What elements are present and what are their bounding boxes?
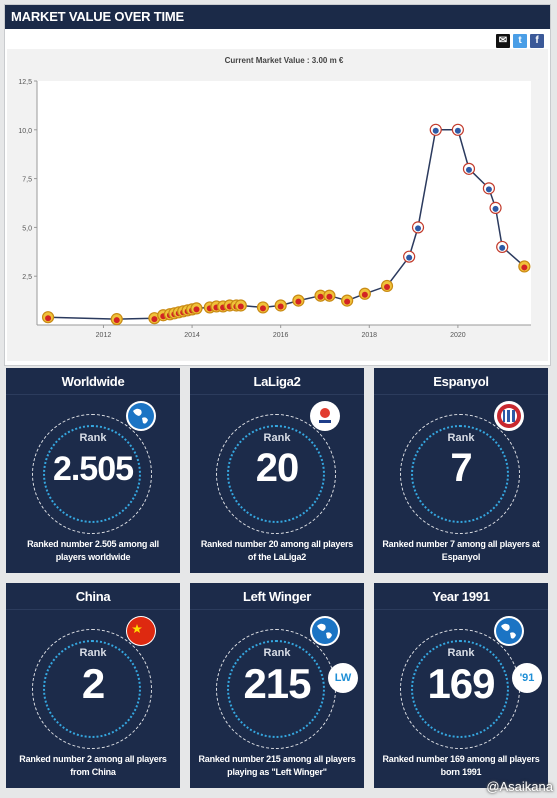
- data-point-center: [45, 315, 52, 322]
- mail-share-icon[interactable]: ✉: [496, 34, 510, 48]
- card-title: Worldwide: [61, 374, 125, 389]
- ring-inner: [227, 640, 325, 738]
- data-point-center: [415, 225, 422, 232]
- data-point-center: [344, 298, 351, 305]
- data-point-center: [259, 305, 266, 312]
- chart-svg: Current Market Value : 3.00 m € 2,5 5,0 7,5…: [18, 56, 531, 339]
- year-badge: '91: [512, 663, 542, 693]
- data-point-center: [485, 186, 492, 193]
- rank-description: Ranked number 20 among all players of th…: [200, 539, 354, 562]
- globe-icon: [494, 616, 524, 646]
- data-point-center: [406, 254, 413, 261]
- ring-outer: [400, 414, 520, 534]
- x-tick-label: 2014: [184, 332, 200, 339]
- ring-outer: [216, 414, 336, 534]
- divider: [190, 609, 364, 610]
- plot-area: [37, 81, 531, 325]
- rank-value: 2: [81, 660, 105, 707]
- data-point-center: [499, 244, 506, 251]
- x-tick-label: 2018: [361, 332, 377, 339]
- rank-value: 169: [427, 660, 495, 707]
- card-title: Year 1991: [432, 589, 490, 604]
- ring-inner: [43, 640, 141, 738]
- china-flag-icon: [126, 616, 156, 646]
- rank-description: Ranked number 2 among all players from C…: [19, 754, 167, 777]
- rank-value: 20: [255, 446, 300, 490]
- ring-inner: [411, 640, 509, 738]
- x-tick-label: 2012: [96, 332, 112, 339]
- card-title: LaLiga2: [253, 374, 301, 389]
- data-point-center: [492, 205, 499, 212]
- position-badge: LW: [328, 663, 358, 693]
- ring-inner: [411, 425, 509, 523]
- rank-description: Ranked number 2.505 among all players wo…: [27, 539, 159, 562]
- ring-outer: [32, 629, 152, 749]
- card-title: Left Winger: [242, 589, 312, 604]
- ring-outer: [32, 414, 152, 534]
- data-point-center: [317, 293, 324, 300]
- card-year-1991[interactable]: Year 1991 Rank 169 Ranked number 169 amo…: [374, 583, 548, 788]
- divider: [374, 394, 548, 395]
- rank-description: Ranked number 215 among all players play…: [198, 754, 356, 777]
- card-worldwide[interactable]: Worldwide Rank 2.505 Ranked number 2.505…: [6, 368, 180, 573]
- divider: [374, 609, 548, 610]
- data-point-center: [465, 166, 472, 173]
- market-value-chart: Current Market Value : 3.00 m € 2,5 5,0 7,5…: [7, 49, 548, 361]
- y-tick-label: 7,5: [22, 177, 32, 184]
- data-point-center: [113, 317, 120, 324]
- data-point-center: [237, 303, 244, 310]
- data-point-center: [151, 316, 158, 323]
- twitter-share-icon[interactable]: t: [513, 34, 527, 48]
- data-point-center: [432, 127, 439, 134]
- data-point-center: [521, 264, 528, 271]
- rank-label: Rank: [79, 647, 107, 659]
- y-tick-label: 12,5: [18, 79, 32, 86]
- data-point-center: [277, 303, 284, 310]
- y-tick-label: 2,5: [22, 274, 32, 281]
- y-tick-label: 10,0: [18, 128, 32, 135]
- ring-inner: [227, 425, 325, 523]
- facebook-share-icon[interactable]: f: [530, 34, 544, 48]
- data-point-center: [295, 298, 302, 305]
- y-tick-label: 5,0: [22, 225, 32, 232]
- espanyol-crest-icon: [494, 401, 524, 431]
- rank-label: Rank: [263, 432, 291, 444]
- rank-description: Ranked number 169 among all players born…: [382, 754, 540, 777]
- rank-label: Rank: [79, 432, 107, 444]
- data-point-center: [193, 306, 200, 313]
- divider: [6, 394, 180, 395]
- chart-title: Current Market Value : 3.00 m €: [225, 56, 344, 65]
- rank-description: Ranked number 7 among all players at Esp…: [382, 539, 540, 562]
- card-laliga2[interactable]: LaLiga2 Rank 20 Ranked number 20 among a…: [190, 368, 364, 573]
- ranking-cards: Worldwide Rank 2.505 Ranked number 2.505…: [0, 368, 557, 798]
- rank-value: 215: [243, 660, 311, 707]
- globe-icon: [126, 401, 156, 431]
- x-tick-label: 2016: [273, 332, 289, 339]
- data-point-center: [326, 293, 333, 300]
- rank-label: Rank: [447, 647, 475, 659]
- share-buttons: ✉ t f: [496, 34, 544, 48]
- x-tick-label: 2020: [450, 332, 466, 339]
- rank-value: 7: [450, 446, 472, 490]
- divider: [6, 609, 180, 610]
- watermark: @Asaikana: [486, 779, 553, 794]
- rank-label: Rank: [447, 432, 475, 444]
- card-title: Espanyol: [433, 374, 489, 389]
- market-value-panel: MARKET VALUE OVER TIME ✉ t f Current Mar…: [4, 4, 551, 366]
- globe-icon: [310, 616, 340, 646]
- data-point-center: [384, 283, 391, 290]
- laliga-logo-icon: [310, 401, 340, 431]
- ring-inner: [43, 425, 141, 523]
- rank-label: Rank: [263, 647, 291, 659]
- card-china[interactable]: China Rank 2 Ranked number 2 among all p…: [6, 583, 180, 788]
- divider: [190, 394, 364, 395]
- data-point-center: [454, 127, 461, 134]
- data-point-center: [361, 291, 368, 298]
- card-left-winger[interactable]: Left Winger Rank 215 Ranked number 215 a…: [190, 583, 364, 788]
- rank-value: 2.505: [52, 450, 134, 488]
- panel-title: MARKET VALUE OVER TIME: [5, 5, 550, 29]
- card-title: China: [75, 589, 111, 604]
- card-espanyol[interactable]: Espanyol Rank 7 Ranked number 7 among al…: [374, 368, 548, 573]
